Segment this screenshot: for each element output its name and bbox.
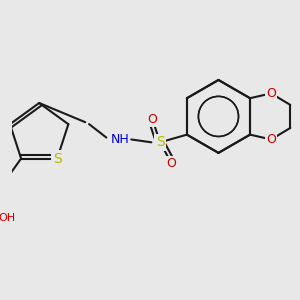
Text: O: O [266,133,276,146]
Text: S: S [53,152,62,166]
Text: O: O [147,113,157,126]
Text: OH: OH [0,213,15,223]
Text: NH: NH [110,133,129,146]
Text: O: O [167,157,176,170]
Text: S: S [156,135,164,149]
Text: O: O [266,87,276,100]
